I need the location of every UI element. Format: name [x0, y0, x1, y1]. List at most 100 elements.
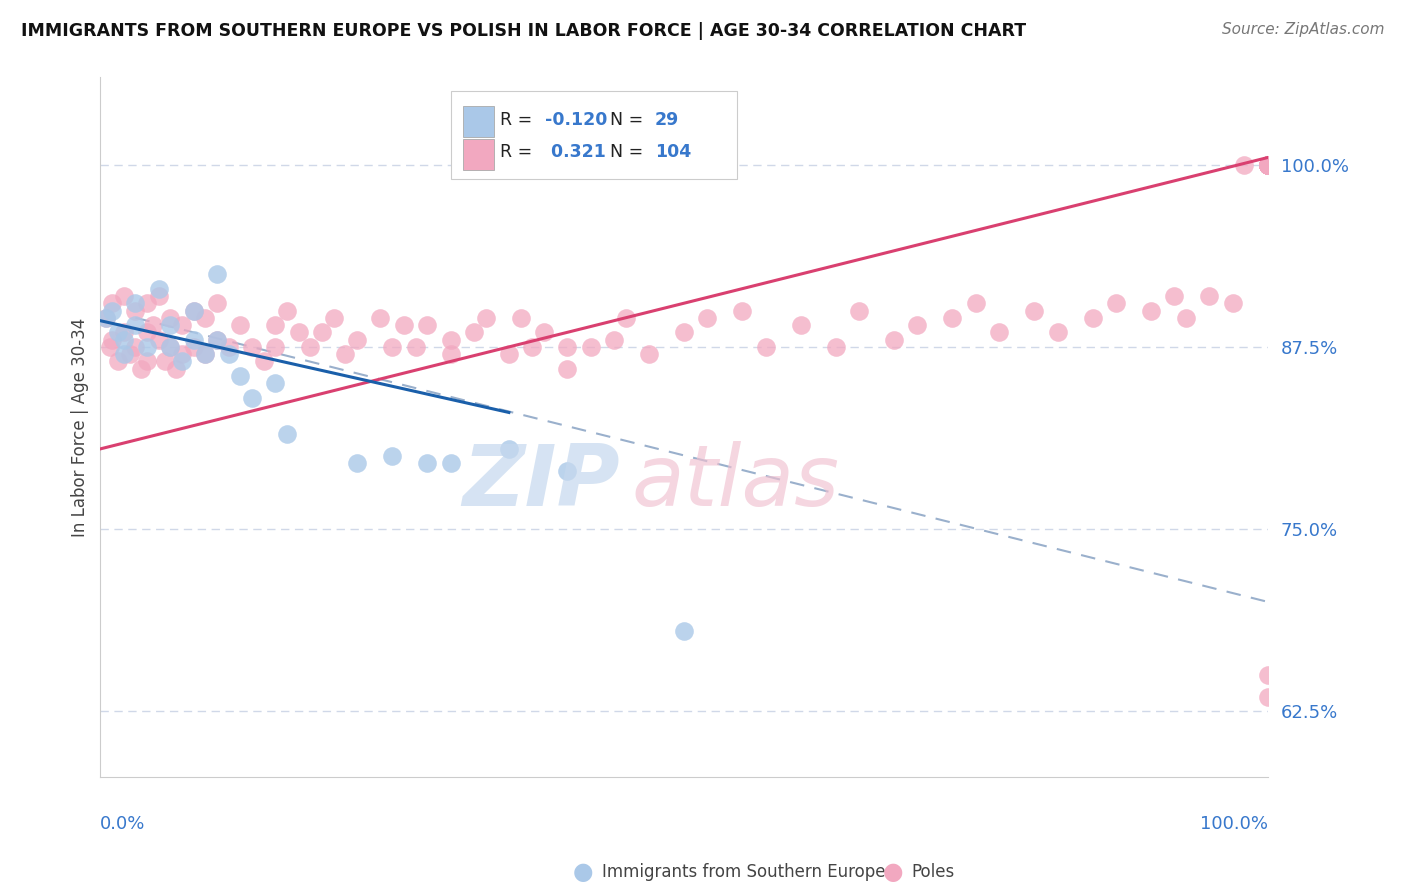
Text: Source: ZipAtlas.com: Source: ZipAtlas.com [1222, 22, 1385, 37]
Point [218, 340, 240, 354]
Point [205, 267, 228, 281]
Point [142, 318, 165, 332]
Text: N =: N = [610, 112, 650, 129]
Point [755, 340, 778, 354]
Point [1081, 310, 1104, 325]
Point [405, 340, 427, 354]
Point [240, 340, 263, 354]
Point [136, 296, 159, 310]
Point [276, 303, 298, 318]
Point [148, 282, 170, 296]
FancyBboxPatch shape [464, 106, 494, 136]
Point [1257, 158, 1279, 172]
Point [824, 340, 846, 354]
Point [789, 318, 811, 332]
Text: IMMIGRANTS FROM SOUTHERN EUROPE VS POLISH IN LABOR FORCE | AGE 30-34 CORRELATION: IMMIGRANTS FROM SOUTHERN EUROPE VS POLIS… [21, 22, 1026, 40]
Point [322, 310, 344, 325]
Text: 29: 29 [655, 112, 679, 129]
Point [288, 326, 311, 340]
Point [253, 354, 276, 368]
Text: N =: N = [610, 144, 650, 161]
Text: atlas: atlas [631, 442, 839, 524]
Point [1257, 690, 1279, 704]
Point [672, 326, 695, 340]
Point [148, 289, 170, 303]
Point [183, 333, 205, 347]
Point [183, 303, 205, 318]
Point [218, 347, 240, 361]
Point [614, 310, 637, 325]
Point [107, 354, 129, 368]
Point [112, 326, 135, 340]
Point [1257, 158, 1279, 172]
Text: 0.321: 0.321 [546, 144, 606, 161]
Point [136, 326, 159, 340]
Point [474, 310, 496, 325]
Point [1257, 158, 1279, 172]
Point [264, 318, 287, 332]
Point [101, 296, 124, 310]
Point [129, 361, 152, 376]
Point [194, 310, 217, 325]
Point [603, 333, 626, 347]
Point [672, 624, 695, 638]
Point [1105, 296, 1128, 310]
Text: Immigrants from Southern Europe: Immigrants from Southern Europe [602, 863, 886, 881]
Point [1257, 158, 1279, 172]
Point [136, 354, 159, 368]
Point [98, 340, 121, 354]
Point [96, 310, 118, 325]
Point [1140, 303, 1163, 318]
Text: 100.0%: 100.0% [1199, 815, 1268, 833]
Point [941, 310, 963, 325]
Point [1257, 158, 1279, 172]
Point [335, 347, 357, 361]
Point [264, 340, 287, 354]
Text: Poles: Poles [911, 863, 955, 881]
Point [1257, 667, 1279, 681]
Point [112, 333, 135, 347]
Point [118, 347, 141, 361]
Point [183, 340, 205, 354]
Point [1257, 158, 1279, 172]
Point [124, 340, 146, 354]
Point [965, 296, 987, 310]
Point [416, 318, 439, 332]
Point [498, 442, 520, 456]
Point [1163, 289, 1185, 303]
Point [1257, 158, 1279, 172]
Point [170, 347, 193, 361]
Text: -0.120: -0.120 [546, 112, 607, 129]
Point [555, 340, 578, 354]
Point [112, 289, 135, 303]
Point [107, 326, 129, 340]
Point [1257, 158, 1279, 172]
Point [1233, 158, 1256, 172]
Point [148, 333, 170, 347]
Text: 0.0%: 0.0% [100, 815, 146, 833]
Text: R =: R = [499, 112, 537, 129]
Text: R =: R = [499, 144, 537, 161]
Point [124, 303, 146, 318]
Point [112, 347, 135, 361]
Point [1257, 158, 1279, 172]
Point [1222, 296, 1244, 310]
Point [159, 318, 181, 332]
Point [1174, 310, 1197, 325]
Point [136, 340, 159, 354]
Point [439, 333, 461, 347]
Point [498, 347, 520, 361]
Point [731, 303, 754, 318]
Point [579, 340, 602, 354]
Text: ZIP: ZIP [463, 442, 620, 524]
Point [555, 361, 578, 376]
Point [883, 333, 905, 347]
Point [311, 326, 333, 340]
Point [101, 303, 124, 318]
Point [522, 340, 544, 354]
Point [1257, 158, 1279, 172]
Point [229, 318, 252, 332]
FancyBboxPatch shape [464, 139, 494, 169]
Point [439, 457, 461, 471]
Point [638, 347, 661, 361]
